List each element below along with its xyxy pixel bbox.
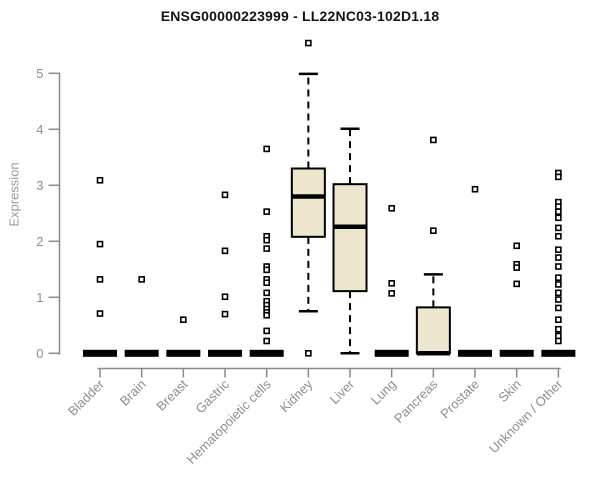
box-pancreas [415, 306, 451, 355]
outlier-point-unknown-other [555, 254, 562, 261]
outlier-point-unknown-other [555, 337, 562, 345]
outlier-point-hematopoietic-cells [263, 236, 270, 244]
outlier-point-hematopoietic-cells [263, 327, 270, 335]
x-tick-label: Kidney [277, 376, 316, 415]
outlier-point-hematopoietic-cells [263, 337, 270, 345]
y-tick-label: 5 [36, 66, 43, 81]
outlier-point-unknown-other [555, 173, 562, 181]
outlier-point-brain [138, 276, 145, 283]
x-tick-label: Unknown / Other [486, 376, 566, 456]
outlier-point-prostate [471, 185, 479, 193]
outlier-point-bladder [96, 176, 104, 184]
outlier-point-gastric [221, 191, 229, 199]
x-tick-label: Gastric [192, 376, 232, 416]
collapsed-box-breast [166, 349, 201, 357]
outlier-point-hematopoietic-cells [263, 145, 270, 153]
box-kidney [290, 167, 326, 238]
outlier-point-kidney [305, 39, 312, 47]
collapsed-box-skin [499, 349, 534, 357]
y-tick-label: 1 [36, 290, 43, 305]
y-tick-label: 0 [36, 346, 43, 361]
outlier-point-unknown-other [555, 208, 562, 215]
outlier-point-pancreas [430, 136, 437, 144]
outlier-point-lung [388, 290, 395, 297]
collapsed-box-lung [374, 349, 409, 357]
x-tick-label: Pancreas [391, 376, 441, 426]
collapsed-box-brain [124, 349, 159, 357]
outlier-point-hematopoietic-cells [263, 208, 270, 215]
outlier-point-breast [180, 316, 187, 324]
collapsed-box-prostate [458, 349, 493, 357]
outlier-point-hematopoietic-cells [263, 279, 270, 287]
outlier-point-bladder [96, 240, 104, 248]
x-tick-label: Prostate [437, 377, 482, 422]
outlier-point-unknown-other [555, 214, 562, 222]
x-tick-label: Lung [368, 377, 399, 408]
outlier-point-unknown-other [555, 316, 562, 324]
outlier-point-pancreas [430, 227, 437, 234]
outlier-point-unknown-other [555, 232, 562, 240]
box-liver [332, 183, 368, 293]
outlier-point-hematopoietic-cells [263, 266, 270, 274]
collapsed-box-gastric [208, 349, 243, 357]
outlier-point-hematopoietic-cells [263, 311, 270, 319]
outlier-point-unknown-other [555, 263, 562, 270]
outlier-point-unknown-other [555, 224, 562, 232]
outlier-point-gastric [221, 293, 229, 301]
collapsed-box-hematopoietic-cells [249, 349, 284, 357]
y-tick-label: 2 [36, 234, 43, 249]
collapsed-box-unknown-other [541, 349, 576, 357]
outlier-point-skin [513, 264, 521, 271]
chart-title: ENSG00000223999 - LL22NC03-102D1.18 [160, 8, 440, 24]
y-tick-label: 4 [36, 122, 43, 137]
outlier-point-unknown-other [555, 281, 562, 288]
x-tick-label: Skin [495, 377, 523, 405]
x-tick-label: Liver [327, 376, 358, 407]
outlier-point-bladder [96, 276, 104, 283]
outlier-point-unknown-other [555, 296, 562, 303]
outlier-point-unknown-other [555, 274, 562, 282]
outlier-point-skin [513, 280, 521, 288]
outlier-point-lung [388, 279, 395, 287]
outlier-point-unknown-other [555, 289, 562, 297]
outlier-point-skin [513, 242, 521, 250]
x-tick-label: Breast [153, 376, 190, 413]
x-tick-label: Brain [117, 377, 149, 409]
outlier-point-unknown-other [555, 325, 562, 333]
outlier-point-unknown-other [555, 246, 562, 253]
outlier-point-gastric [221, 310, 229, 318]
collapsed-box-bladder [83, 349, 117, 357]
x-tick-label: Bladder [65, 376, 108, 419]
outlier-point-hematopoietic-cells [263, 289, 270, 297]
outlier-point-lung [388, 204, 395, 212]
outlier-point-hematopoietic-cells [263, 245, 270, 252]
outlier-point-kidney [305, 349, 312, 357]
outlier-point-unknown-other [555, 304, 562, 312]
y-tick-label: 3 [36, 178, 43, 193]
outlier-point-gastric [221, 247, 229, 255]
outlier-point-bladder [96, 310, 104, 317]
